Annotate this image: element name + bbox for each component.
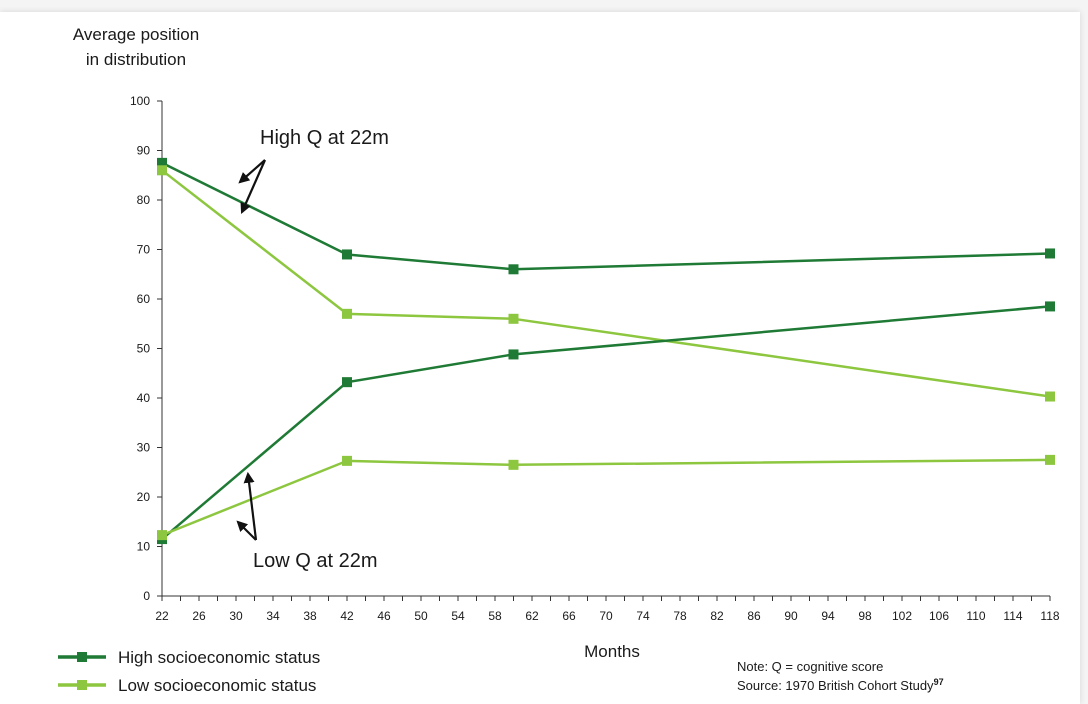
legend-label-high-ses: High socioeconomic status <box>118 648 320 667</box>
x-tick-label: 62 <box>525 609 539 623</box>
arrow-low-q-upper <box>243 471 258 541</box>
arrow-high-q-lower <box>240 159 267 215</box>
y-tick-label: 60 <box>137 292 151 306</box>
x-tick-label: 94 <box>821 609 835 623</box>
x-tick-label: 54 <box>451 609 465 623</box>
x-tick-label: 82 <box>710 609 724 623</box>
series-low_ses-high-q <box>157 165 1055 402</box>
x-tick-label: 66 <box>562 609 576 623</box>
axes: 0 10 20 30 40 50 60 70 80 90 100 22 26 30 34 38 42 46 50 54… <box>130 94 1060 623</box>
y-tick-label: 20 <box>137 490 151 504</box>
x-tick-label: 58 <box>488 609 502 623</box>
y-axis-title-line-1: Average position <box>73 25 199 44</box>
y-tick-label: 40 <box>137 391 151 405</box>
data-point <box>157 165 167 176</box>
data-point <box>1045 391 1055 402</box>
x-tick-label: 118 <box>1040 609 1059 623</box>
data-point <box>157 157 167 168</box>
y-tick-label: 0 <box>143 589 150 603</box>
x-tick-label: 102 <box>892 609 912 623</box>
data-point <box>1045 248 1055 259</box>
x-tick-label: 78 <box>673 609 687 623</box>
x-tick-label: 74 <box>636 609 650 623</box>
chart-card <box>0 12 1080 704</box>
series-line <box>161 161 1051 271</box>
data-point <box>508 313 519 324</box>
x-tick-label: 98 <box>858 609 872 623</box>
annotation-high-q: High Q at 22m <box>260 127 389 149</box>
x-tick-label: 50 <box>414 609 428 623</box>
series-layer <box>157 157 1055 545</box>
x-tick-label: 70 <box>599 609 613 623</box>
x-tick-label: 26 <box>192 609 206 623</box>
y-tick-label: 70 <box>137 243 151 257</box>
x-tick-label: 106 <box>929 609 949 623</box>
x-axis-title: Months <box>584 642 640 661</box>
x-tick-label: 34 <box>266 609 280 623</box>
x-tick-label: 110 <box>966 609 985 623</box>
series-line <box>161 305 1051 541</box>
x-tick-label: 86 <box>747 609 761 623</box>
legend-marker-high-ses <box>77 652 87 662</box>
note-text: Note: Q = cognitive score <box>737 659 883 674</box>
series-line <box>161 169 1051 398</box>
data-point <box>342 249 352 260</box>
data-point <box>342 377 352 388</box>
data-point <box>508 264 519 275</box>
x-tick-label: 42 <box>340 609 354 623</box>
y-axis-title-line-2: in distribution <box>86 50 186 69</box>
arrow-low-q-lower <box>236 520 257 541</box>
arrow-high-q-upper <box>238 159 266 184</box>
data-point <box>342 308 352 319</box>
data-point <box>508 349 519 360</box>
x-tick-label: 22 <box>155 609 169 623</box>
y-tick-label: 50 <box>137 342 151 356</box>
data-point <box>1045 454 1055 465</box>
x-tick-label: 30 <box>229 609 243 623</box>
source-text: Source: 1970 British Cohort Study97 <box>737 677 944 693</box>
data-point <box>342 455 352 466</box>
x-tick-label: 46 <box>377 609 391 623</box>
x-tick-label: 38 <box>303 609 317 623</box>
legend-label-low-ses: Low socioeconomic status <box>118 676 316 695</box>
y-tick-label: 30 <box>137 441 151 455</box>
y-tick-label: 10 <box>137 540 151 554</box>
y-tick-label: 100 <box>130 94 150 108</box>
source-reference: 97 <box>934 677 944 687</box>
series-high_ses-low-q <box>157 301 1055 545</box>
x-tick-label: 90 <box>784 609 798 623</box>
series-line <box>161 458 1051 537</box>
series-high_ses-high-q <box>157 157 1055 275</box>
data-point <box>508 459 519 470</box>
y-tick-label: 80 <box>137 193 151 207</box>
data-point <box>1045 301 1055 312</box>
annotation-arrows <box>236 159 267 541</box>
data-point <box>157 530 167 541</box>
annotation-low-q: Low Q at 22m <box>253 550 378 572</box>
x-tick-label: 114 <box>1003 609 1022 623</box>
source-label: Source: 1970 British Cohort Study <box>737 678 934 693</box>
y-tick-label: 90 <box>137 144 151 158</box>
legend: High socioeconomic status Low socioecono… <box>58 648 320 695</box>
legend-marker-low-ses <box>77 680 87 690</box>
series-low_ses-low-q <box>157 454 1055 541</box>
